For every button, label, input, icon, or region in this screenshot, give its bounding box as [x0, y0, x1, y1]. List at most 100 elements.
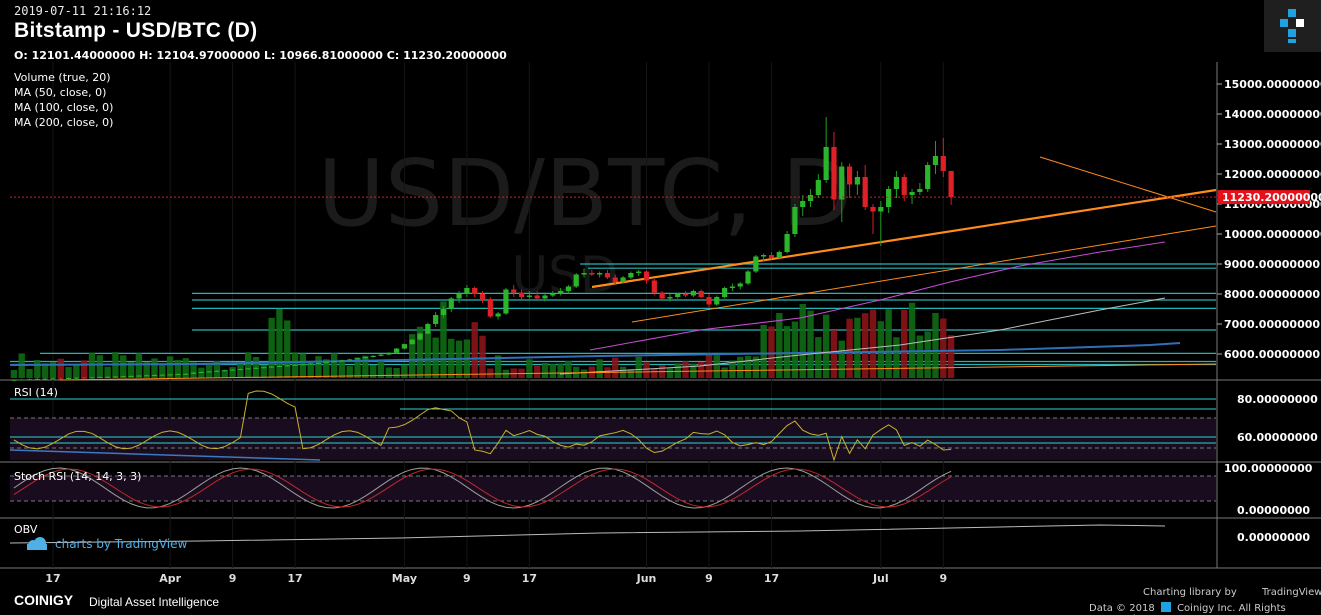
candle-body-29 [237, 369, 243, 370]
volume-bar-5 [49, 361, 57, 378]
volume-bar-112 [885, 309, 892, 378]
volume-bar-22 [182, 358, 189, 378]
candle-body-28 [229, 369, 236, 371]
rsi-band [10, 418, 1216, 460]
footer-tradingview[interactable]: TradingView [1262, 587, 1321, 598]
volume-bar-103 [815, 337, 822, 378]
rsi-axis-label-1: 60.00000000 [1237, 431, 1318, 444]
main-trendline [591, 188, 1217, 289]
candle-body-80 [636, 271, 642, 273]
footer-brand[interactable]: COINIGY [14, 592, 74, 608]
volume-bar-26 [213, 361, 221, 378]
volume-bar-59 [471, 322, 478, 378]
volume-bar-71 [565, 360, 572, 378]
time-label-0: 17 [45, 572, 60, 585]
volume-bar-35 [284, 320, 291, 378]
volume-bar-80 [635, 356, 642, 378]
tradingview-watermark[interactable]: charts by TradingView [55, 537, 188, 551]
volume-bar-23 [190, 362, 197, 378]
volume-bar-7 [65, 367, 72, 378]
study-volume[interactable]: Volume (true, 20) [14, 71, 111, 84]
candle-body-114 [901, 177, 907, 195]
candle-body-64 [511, 289, 517, 293]
candle-body-50 [401, 344, 408, 349]
candle-body-69 [550, 294, 556, 296]
candle-body-14 [120, 376, 126, 378]
volume-bar-89 [705, 353, 713, 378]
footer-tagline: Digital Asset Intelligence [89, 595, 220, 609]
candle-body-71 [565, 286, 572, 291]
candle-body-42 [339, 360, 345, 362]
candle-body-3 [34, 378, 40, 380]
candle-body-107 [846, 166, 853, 185]
candle-body-68 [542, 295, 548, 299]
stoch-pane-title[interactable]: Stoch RSI (14, 14, 3, 3) [14, 470, 142, 483]
volume-bar-94 [744, 355, 752, 378]
volume-bar-55 [440, 301, 447, 378]
candle-body-110 [870, 207, 876, 212]
candle-body-92 [729, 286, 736, 288]
candle-body-57 [456, 294, 462, 299]
candle-body-101 [800, 201, 806, 207]
ma50-line [589, 241, 1166, 351]
stoch-d-line [13, 468, 952, 508]
candle-body-103 [815, 180, 821, 195]
volume-bar-54 [432, 337, 439, 378]
candle-body-25 [206, 371, 212, 373]
volume-bar-45 [362, 355, 369, 378]
volume-bar-6 [57, 358, 64, 378]
volume-bar-42 [338, 361, 346, 378]
volume-bar-30 [245, 352, 252, 378]
time-label-2: 9 [229, 572, 237, 585]
volume-bar-43 [346, 366, 353, 378]
stoch-axis-label-0: 100.00000000 [1224, 462, 1313, 475]
footer-copyright-icon [1160, 602, 1171, 612]
ma200-line [9, 342, 1181, 366]
obv-line [9, 524, 1166, 544]
candle-body-89 [706, 297, 712, 305]
candle-body-99 [784, 234, 790, 252]
time-label-8: 9 [705, 572, 713, 585]
volume-bar-67 [533, 365, 541, 378]
obv-pane-title[interactable]: OBV [14, 523, 38, 536]
candle-body-32 [261, 367, 267, 369]
candle-body-105 [831, 147, 837, 200]
candle-body-72 [573, 274, 579, 287]
candle-body-77 [612, 277, 618, 282]
price-label-5: 10000.00000000 [1224, 228, 1321, 241]
candle-body-56 [448, 298, 454, 309]
candle-body-73 [581, 273, 587, 275]
volume-bar-101 [799, 303, 806, 378]
candle-body-40 [323, 362, 329, 364]
rsi-pane-title[interactable]: RSI (14) [14, 386, 58, 399]
candle-body-55 [440, 309, 447, 315]
time-label-4: May [392, 572, 417, 585]
candle-body-13 [112, 376, 119, 378]
candle-body-115 [909, 192, 915, 195]
volume-bar-20 [166, 356, 174, 378]
candle-body-2 [26, 379, 33, 381]
candle-body-59 [472, 288, 478, 294]
study-ma200[interactable]: MA (200, close, 0) [14, 116, 114, 129]
volume-bar-105 [830, 330, 838, 378]
footer-bar [0, 588, 1321, 615]
candle-body-0 [11, 379, 17, 381]
coinigy-logo-icon[interactable] [1264, 0, 1321, 52]
candle-body-51 [409, 339, 415, 345]
volume-bar-53 [424, 331, 432, 378]
study-ma50[interactable]: MA (50, close, 0) [14, 86, 107, 99]
time-label-6: 17 [522, 572, 537, 585]
candle-body-34 [276, 366, 283, 367]
volume-bar-33 [268, 317, 275, 378]
volume-bar-104 [822, 314, 830, 378]
candle-body-67 [534, 295, 540, 299]
rsi-line [13, 390, 952, 462]
study-ma100[interactable]: MA (100, close, 0) [14, 101, 114, 114]
candle-body-85 [675, 294, 681, 297]
candle-body-45 [362, 357, 368, 359]
volume-bar-21 [174, 359, 182, 378]
candle-body-23 [190, 372, 197, 374]
chart-timestamp: 2019-07-11 21:16:12 [14, 4, 152, 18]
